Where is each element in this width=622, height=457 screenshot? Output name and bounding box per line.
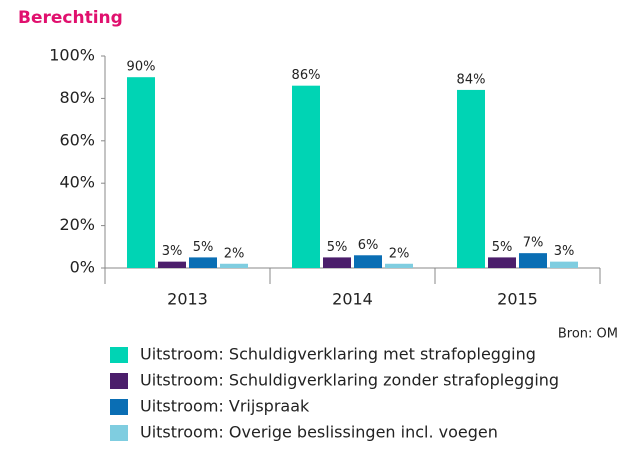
bar (488, 257, 516, 268)
bar (189, 257, 217, 268)
bar (127, 77, 155, 268)
y-tick-label: 60% (59, 130, 95, 149)
legend-swatch (110, 399, 128, 415)
data-label: 90% (127, 60, 156, 75)
data-label: 86% (292, 68, 321, 83)
bar (385, 263, 413, 268)
source: Bron: OM (558, 327, 618, 342)
data-label: 2% (224, 246, 245, 261)
y-tick-label: 100% (49, 46, 95, 65)
bar (292, 85, 320, 269)
data-label: 3% (554, 244, 575, 259)
y-tick-label: 80% (59, 88, 95, 107)
x-tick-label: 2014 (332, 290, 373, 309)
data-label: 5% (492, 240, 513, 255)
bar (519, 253, 547, 268)
bar (457, 89, 485, 268)
bar (354, 255, 382, 268)
legend-label: Uitstroom: Overige beslissingen incl. vo… (140, 423, 498, 442)
data-label: 7% (523, 236, 544, 251)
data-label: 5% (193, 240, 214, 255)
bar (550, 261, 578, 268)
bar (323, 257, 351, 268)
legend-label: Uitstroom: Schuldigverklaring met strafo… (140, 345, 536, 364)
legend-label: Uitstroom: Vrijspraak (140, 397, 310, 416)
chart-title: Berechting (18, 8, 123, 28)
legend-swatch (110, 347, 128, 363)
y-tick-label: 40% (59, 173, 95, 192)
x-tick-label: 2015 (497, 290, 538, 309)
data-label: 2% (389, 246, 410, 261)
y-tick-label: 0% (70, 258, 95, 277)
legend-swatch (110, 373, 128, 389)
data-label: 84% (457, 72, 486, 87)
data-label: 6% (358, 238, 379, 253)
bar (158, 261, 186, 268)
legend-swatch (110, 425, 128, 441)
data-label: 3% (162, 244, 183, 259)
y-tick-label: 20% (59, 215, 95, 234)
x-tick-label: 2013 (167, 290, 208, 309)
data-label: 5% (327, 240, 348, 255)
legend-label: Uitstroom: Schuldigverklaring zonder str… (140, 371, 559, 390)
bar (220, 263, 248, 268)
